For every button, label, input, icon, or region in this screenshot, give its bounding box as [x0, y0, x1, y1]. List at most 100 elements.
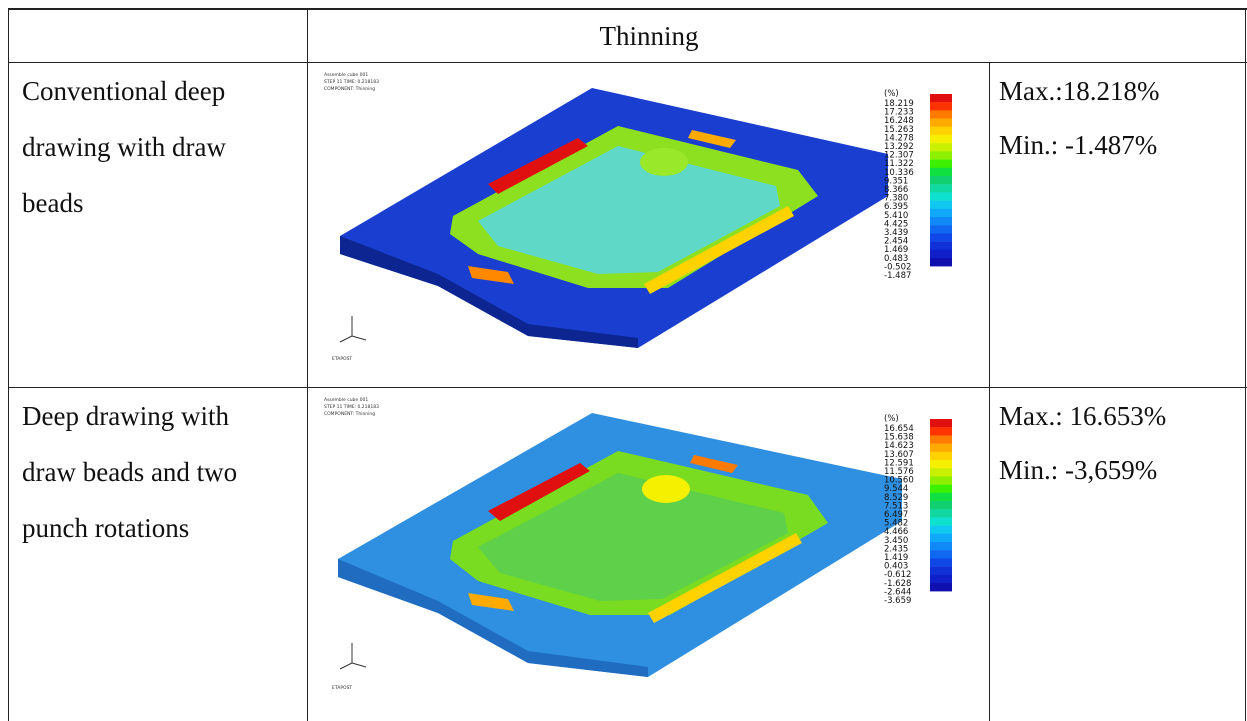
min-value: Min.: -3,659%	[999, 455, 1158, 485]
legend-value-label: 14.623	[884, 441, 914, 451]
legend-color-swatch	[930, 208, 952, 218]
legend-color-swatch	[930, 94, 952, 103]
legend-color-swatch	[930, 151, 952, 160]
col1-divider	[307, 8, 308, 721]
legend-value-label: 5.410	[884, 211, 908, 221]
thinning-contour-plot: Assemble cube 001 STEP 11 TIME: 0.218183…	[318, 66, 978, 384]
legend-color-swatch	[930, 443, 952, 452]
legend-value-label: 16.654	[884, 424, 914, 434]
legend-values: 18.21917.23316.24815.26314.27813.29212.3…	[884, 99, 914, 281]
legend-value-label: 15.263	[884, 125, 914, 135]
plot-caption-line: Assemble cube 001	[324, 397, 368, 403]
legend-color-swatch	[930, 249, 952, 259]
legend-value-label: -0.502	[884, 262, 911, 272]
plot-footer: ETAPOST	[332, 356, 352, 362]
legend-value-label: 7.380	[884, 194, 908, 204]
legend-value-label: 7.513	[884, 501, 908, 511]
legend-color-swatch	[930, 476, 952, 485]
legend-value-label: 11.576	[884, 467, 914, 477]
method-line: Deep drawing with	[22, 401, 229, 431]
row1-bottom-rule	[8, 387, 1247, 388]
high-thinning-zone	[488, 138, 588, 194]
draw-bead-front-right	[648, 533, 802, 623]
legend-color-swatch	[930, 435, 952, 444]
method-line: Conventional deep	[22, 76, 226, 106]
high-thinning-zone	[488, 463, 590, 521]
legend-color-swatch	[930, 258, 952, 267]
legend-value-label: 10.560	[884, 476, 914, 486]
legend-color-swatch	[930, 110, 952, 119]
legend-color-swatch	[930, 102, 952, 111]
legend-color-swatch	[930, 501, 952, 510]
legend-color-swatch	[930, 192, 952, 201]
legend-value-label: 6.395	[884, 202, 908, 212]
legend-value-label: -2.644	[884, 587, 911, 597]
legend-color-swatch	[930, 533, 952, 543]
drawn-cup-bottom	[478, 473, 788, 601]
legend-color-swatch	[930, 517, 952, 526]
legend-color-swatch	[930, 200, 952, 209]
legend-value-label: 0.483	[884, 254, 908, 264]
legend-color-swatch	[930, 583, 952, 592]
sheet-edge	[340, 236, 638, 348]
legend-value-label: 1.469	[884, 245, 908, 255]
right-border	[1245, 8, 1246, 721]
method-label: Conventional deep drawing with draw bead…	[22, 66, 226, 228]
legend-color-swatch	[930, 184, 952, 193]
max-value: Max.: 16.653%	[999, 401, 1167, 431]
legend-value-label: 9.544	[884, 484, 908, 494]
draw-bead-back	[690, 455, 738, 473]
legend-color-swatch	[930, 492, 952, 502]
legend-color-swatch	[930, 427, 952, 436]
axis-triad-icon	[339, 316, 367, 343]
legend-color-swatch	[930, 135, 952, 144]
legend-value-label: -1.628	[884, 579, 911, 589]
legend-value-label: 18.219	[884, 99, 914, 109]
legend-color-swatch	[930, 509, 952, 518]
legend-value-label: 9.351	[884, 176, 908, 186]
legend-color-swatch	[930, 468, 952, 477]
legend-value-label: 17.233	[884, 108, 914, 118]
legend-color-swatch	[930, 566, 952, 575]
method-line: beads	[22, 188, 84, 218]
legend-color-swatch	[930, 241, 952, 250]
plot-footer: ETAPOST	[332, 685, 352, 691]
legend-color-swatch	[930, 574, 952, 584]
legend-value-label: -3.659	[884, 596, 911, 606]
legend-colorbar	[930, 419, 952, 592]
legend-value-label: 8.366	[884, 185, 908, 195]
legend-color-swatch	[930, 542, 952, 551]
plot-caption-line: STEP 11 TIME: 0.218183	[324, 79, 379, 85]
legend-color-swatch	[930, 143, 952, 152]
column-header-thinning: Thinning	[599, 21, 699, 51]
drawn-cup-bottom	[478, 146, 780, 274]
plot-caption-line: COMPONENT: Thinning	[324, 411, 375, 417]
col2-divider	[989, 62, 990, 721]
legend-value-label: 13.607	[884, 450, 914, 460]
legend-value-label: 4.425	[884, 219, 908, 229]
legend-color-swatch	[930, 176, 952, 185]
method-label: Deep drawing with draw beads and two pun…	[22, 391, 237, 553]
legend-value-label: 3.439	[884, 228, 908, 238]
legend-color-swatch	[930, 550, 952, 559]
method-line: punch rotations	[22, 513, 190, 543]
legend-unit: (%)	[884, 89, 899, 99]
dome-feature	[642, 475, 690, 503]
legend-colorbar	[930, 94, 952, 267]
sheet-edge	[338, 559, 648, 677]
legend-value-label: 5.482	[884, 519, 908, 529]
plot-caption-line: Assemble cube 001	[324, 72, 368, 78]
plot-caption-line: STEP 11 TIME: 0.218183	[324, 404, 379, 410]
legend-value-label: 11.322	[884, 159, 914, 169]
legend-value-label: 2.454	[884, 237, 908, 247]
min-value: Min.: -1.487%	[999, 130, 1158, 160]
legend-color-swatch	[930, 484, 952, 493]
legend-unit: (%)	[884, 414, 899, 424]
legend-value-label: 2.435	[884, 544, 908, 554]
legend-color-swatch	[930, 525, 952, 534]
legend-value-label: 0.403	[884, 562, 908, 572]
legend-value-label: 3.450	[884, 536, 908, 546]
legend-color-swatch	[930, 558, 952, 567]
legend-value-label: 12.307	[884, 151, 914, 161]
legend-value-label: 16.248	[884, 116, 914, 126]
